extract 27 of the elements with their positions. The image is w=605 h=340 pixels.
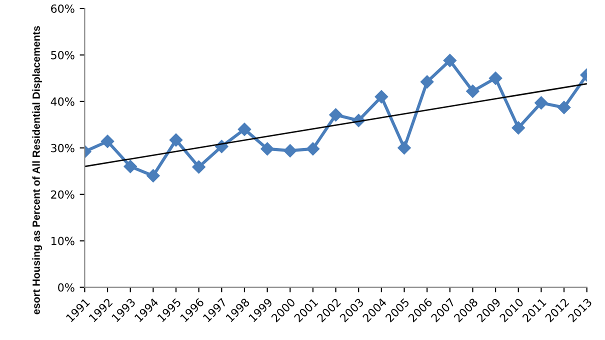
y-tick-label: 20% (51, 190, 74, 199)
point (329, 108, 342, 122)
y-tick-label: 0% (58, 283, 74, 292)
point (306, 142, 320, 156)
point (534, 96, 548, 110)
y-tick-label: 30% (51, 144, 74, 152)
point (443, 54, 456, 68)
point (192, 160, 206, 174)
point (260, 142, 274, 156)
point (146, 169, 160, 182)
point (557, 100, 571, 114)
y-tick-label: 60% (51, 4, 74, 13)
point (374, 90, 388, 104)
point (466, 84, 480, 98)
y-tick-label: 40% (50, 97, 74, 106)
point (420, 75, 434, 89)
point (100, 134, 114, 148)
point (284, 144, 297, 158)
y-tick-label: 10% (52, 236, 74, 246)
point (512, 121, 525, 135)
point (238, 122, 252, 136)
y-tick-label: 50% (51, 50, 74, 60)
point (169, 133, 183, 147)
point (398, 141, 411, 154)
y-axis-title: esort Housing as Percent of All Residential Displacements (32, 26, 42, 314)
point (124, 160, 137, 174)
point (488, 72, 502, 85)
